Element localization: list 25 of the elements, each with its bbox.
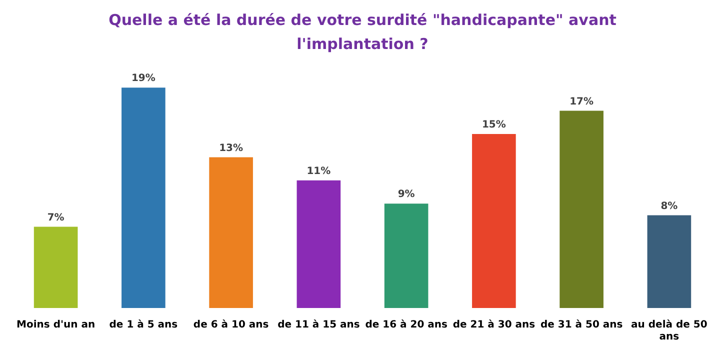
data-label: 11% <box>306 166 331 177</box>
chart-title: Quelle a été la durée de votre surdité "handicapante" avant l'implantation ? <box>108 10 618 55</box>
x-tick-label: de 31 à 50 ans <box>540 320 623 331</box>
data-label: 13% <box>219 142 244 154</box>
bar <box>296 180 341 308</box>
data-label: 17% <box>570 96 594 108</box>
x-tick-label: au delà de 50 ans <box>631 320 708 343</box>
x-tick-label: de 21 à 30 ans <box>452 320 536 331</box>
data-label: 9% <box>398 189 415 200</box>
bar <box>34 226 78 308</box>
data-label: 19% <box>131 73 156 84</box>
x-tick-label: de 11 à 15 ans <box>278 320 360 331</box>
bar <box>560 110 604 308</box>
x-tick-label: de 16 à 20 ans <box>365 320 448 331</box>
data-label: 15% <box>482 120 506 131</box>
bar <box>384 204 428 308</box>
bar <box>122 88 166 308</box>
bar <box>209 157 253 308</box>
data-label: 7% <box>47 212 64 224</box>
x-tick-label: de 1 à 5 ans <box>109 320 178 331</box>
x-tick-label: de 6 à 10 ans <box>193 320 269 331</box>
bar <box>647 215 692 308</box>
bar <box>472 134 516 308</box>
data-label: 8% <box>660 200 678 212</box>
x-tick-label: Moins d'un an <box>16 320 96 331</box>
